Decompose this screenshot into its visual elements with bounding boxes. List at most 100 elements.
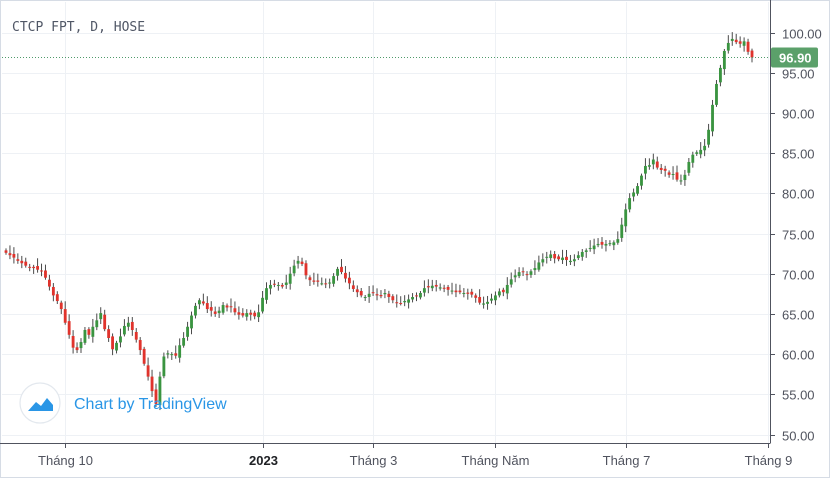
candle: [363, 295, 367, 301]
candle: [604, 240, 608, 252]
y-tick-label: 75.00: [782, 228, 815, 243]
candle: [355, 285, 359, 298]
candle: [292, 259, 296, 277]
candle: [426, 279, 430, 294]
candle: [111, 333, 114, 356]
tradingview-mountain-icon: [28, 398, 53, 411]
candle: [715, 80, 718, 107]
candle: [316, 273, 320, 287]
candle: [178, 338, 182, 363]
x-tick-label: Tháng 3: [350, 453, 398, 468]
candle: [146, 357, 150, 381]
candle: [304, 260, 308, 280]
candle: [407, 294, 411, 309]
candle: [415, 292, 418, 302]
candle: [726, 35, 730, 54]
candle: [549, 250, 553, 261]
candle: [332, 273, 336, 287]
candle: [241, 308, 245, 318]
candle: [501, 287, 505, 297]
candle: [122, 319, 126, 337]
candle: [430, 279, 434, 292]
candle: [40, 263, 43, 277]
candle: [170, 352, 174, 360]
candle: [324, 278, 328, 289]
candle: [442, 284, 446, 293]
candle: [474, 293, 478, 303]
candle: [620, 217, 624, 242]
candle: [284, 274, 288, 289]
candle: [205, 296, 209, 314]
candle: [636, 183, 639, 196]
candle: [174, 345, 178, 359]
candle: [730, 32, 734, 46]
candle: [557, 254, 561, 262]
candle: [8, 245, 12, 260]
candle: [395, 294, 399, 308]
candle: [351, 280, 355, 292]
candle: [182, 332, 186, 348]
candle: [190, 311, 193, 335]
candles: [4, 32, 754, 411]
candle: [675, 165, 679, 182]
candle: [588, 240, 592, 252]
candle: [537, 255, 541, 272]
candle: [347, 271, 351, 290]
candle: [596, 238, 600, 248]
candle: [647, 158, 651, 170]
candle: [233, 301, 237, 316]
candle: [12, 247, 16, 264]
candle: [734, 33, 738, 45]
candle: [4, 248, 8, 255]
candle: [509, 272, 513, 288]
candle: [703, 139, 707, 157]
watermark-text: Chart by TradingView: [74, 396, 227, 413]
candle: [166, 350, 170, 359]
x-tick-label: 2023: [249, 453, 278, 468]
candle: [221, 302, 225, 315]
candle: [107, 325, 111, 342]
candle: [533, 260, 537, 275]
candle: [367, 286, 371, 303]
candle: [63, 301, 67, 325]
candle: [28, 263, 32, 272]
candle: [561, 249, 564, 264]
candle: [197, 298, 201, 310]
candle: [288, 266, 292, 290]
candle: [249, 309, 253, 321]
candle: [592, 238, 596, 255]
candle: [379, 290, 383, 299]
candle: [711, 99, 714, 137]
candle: [336, 266, 339, 281]
candle: [142, 346, 146, 366]
tradingview-watermark[interactable]: Chart by TradingView: [19, 382, 227, 424]
y-tick-label: 50.00: [782, 429, 815, 444]
candle: [691, 151, 695, 168]
candle: [225, 303, 229, 312]
candle: [194, 302, 197, 319]
candle: [79, 338, 83, 353]
candle: [612, 240, 616, 251]
axes: [0, 0, 771, 444]
candle: [16, 253, 20, 264]
tradingview-logo-icon: [19, 382, 61, 424]
candle: [569, 254, 572, 266]
candle: [237, 306, 241, 320]
candle: [490, 293, 493, 304]
candle: [750, 48, 754, 63]
x-tick-label: Tháng 9: [745, 453, 793, 468]
candle: [517, 267, 521, 279]
candle: [628, 193, 632, 213]
y-tick-label: 60.00: [782, 348, 815, 363]
candle: [280, 282, 284, 289]
candle: [497, 288, 501, 298]
y-tick-label: 70.00: [782, 268, 815, 283]
candle: [67, 314, 71, 339]
candle: [138, 337, 142, 355]
candle: [269, 280, 272, 295]
y-tick-label: 85.00: [782, 147, 815, 162]
candle: [150, 369, 154, 397]
candle: [422, 280, 426, 297]
candle: [383, 289, 387, 299]
